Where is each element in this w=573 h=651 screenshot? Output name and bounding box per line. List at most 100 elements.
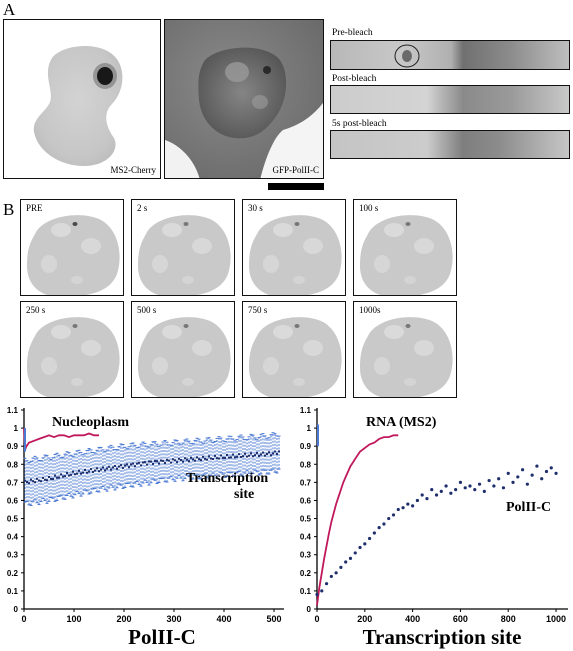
transcription-site-point (184, 457, 186, 460)
strip-post-bleach (330, 85, 570, 114)
timelapse-frame-image (354, 302, 456, 397)
transcription-site-point (122, 466, 124, 469)
polii-c-point (391, 513, 396, 517)
x-tick-label: 0 (21, 614, 26, 624)
y-tick-label: 1 (307, 424, 312, 433)
x-tick-label: 100 (66, 614, 81, 624)
transcription-site-point (232, 453, 234, 456)
y-tick-label: 1 (14, 424, 19, 433)
transcription-site-point (104, 469, 106, 472)
transcription-site-point (78, 469, 80, 472)
transcription-site-point (126, 463, 128, 466)
transcription-site-point (34, 481, 36, 484)
transcription-site-point (238, 453, 240, 456)
x-tick-label: 600 (453, 614, 468, 624)
transcription-site-point (106, 467, 108, 470)
y-tick-label: 0.4 (7, 533, 19, 542)
polii-c-point (401, 506, 405, 510)
nucleoplasm-annotation: Nucleoplasm (52, 415, 129, 430)
transcription-site-point (278, 450, 280, 453)
polii-c-point (516, 475, 520, 479)
transcription-site-point (136, 462, 138, 465)
polii-c-point (439, 489, 443, 494)
transcription-site-point (96, 467, 98, 470)
chart-polii-c-svg: 0 0.1 0.2 0.3 0.4 0.5 0.6 0.7 0.8 0.9 1 1.1 0 100 200 3… (7, 406, 284, 649)
gfp-polii-c-image (165, 20, 323, 178)
transcription-site-point (146, 463, 148, 466)
x-tick-label: 400 (405, 614, 420, 624)
polii-c-point (348, 556, 353, 560)
polii-c-point (415, 498, 419, 503)
polii-c-point (434, 493, 439, 497)
polii-c-point (387, 516, 391, 521)
transcription-site-point (258, 454, 260, 457)
transcription-site-mean (24, 450, 280, 485)
transcription-site-point (250, 452, 252, 455)
transcription-site-point (152, 462, 154, 465)
transcription-site-point (58, 476, 60, 479)
polii-c-point (358, 545, 362, 550)
transcription-site-point (44, 478, 46, 481)
polii-c-point (549, 466, 553, 470)
transcription-site-point (46, 479, 48, 482)
transcription-site-point (266, 452, 268, 455)
y-tick-label: 1.1 (7, 406, 19, 415)
transcription-site-point (248, 454, 250, 457)
transcription-site-point (98, 470, 100, 473)
polii-c-point (315, 592, 319, 597)
timelapse-frame-label: 2 s (137, 203, 148, 213)
y-tick-label: 0.3 (7, 551, 19, 560)
polii-c-point (535, 464, 539, 468)
rna-ms2-line (316, 434, 399, 606)
transcription-site-point (158, 462, 160, 465)
transcription-site-point (260, 453, 262, 456)
polii-c-point (382, 522, 386, 526)
polii-c-point (334, 571, 338, 575)
transcription-site-point (92, 470, 94, 473)
timelapse-frame: 30 s (242, 199, 346, 296)
transcription-site-point (154, 459, 156, 462)
transcription-site-point (50, 477, 52, 480)
transcription-site-point (180, 458, 182, 461)
transcription-site-point (36, 477, 38, 480)
transcription-site-point (82, 471, 84, 474)
transcription-site-point (218, 457, 220, 460)
micrograph-label: GFP-PolII-C (272, 165, 319, 175)
x-tick-label: 400 (216, 614, 231, 624)
transcription-site-point (130, 463, 132, 466)
polii-c-point (482, 489, 486, 494)
transcription-site-point (210, 457, 212, 460)
timelapse-frame-label: 250 s (26, 305, 46, 315)
strip-label-post-bleach: Post-bleach (332, 74, 377, 84)
y-tick-label: 0.7 (300, 478, 312, 487)
transcription-site-point (252, 455, 254, 458)
polii-c-point (468, 484, 472, 488)
strip-pre-bleach-image (331, 41, 569, 69)
y-tick-label: 0.9 (7, 442, 19, 451)
y-tick-label: 0.1 (300, 587, 312, 596)
transcription-site-point (212, 458, 214, 461)
transcription-site-point (188, 460, 190, 463)
transcription-site-point (68, 474, 70, 477)
transcription-site-point (70, 473, 72, 476)
transcription-site-point (114, 464, 116, 467)
y-tick-label: 0.7 (7, 478, 19, 487)
transcription-site-point (270, 454, 272, 457)
transcription-site-point (198, 458, 200, 461)
transcription-site-point (214, 454, 216, 457)
chart-title: PolII-C (128, 625, 196, 649)
timelapse-frame-image (243, 302, 345, 397)
transcription-site-point (246, 455, 248, 458)
transcription-site-point (164, 462, 166, 465)
transcription-site-point (84, 468, 86, 471)
transcription-site-point (132, 462, 134, 465)
timelapse-frame: 100 s (353, 199, 457, 296)
polii-c-point (544, 469, 549, 474)
transcription-site-point (200, 459, 202, 462)
y-tick-label: 0.4 (300, 533, 312, 542)
transcription-site-point (208, 455, 210, 458)
transcription-site-point (42, 476, 44, 479)
strip-label-pre-bleach: Pre-bleach (332, 28, 373, 38)
timelapse-frame: 1000s (353, 301, 457, 398)
timelapse-frame-label: 500 s (137, 305, 157, 315)
